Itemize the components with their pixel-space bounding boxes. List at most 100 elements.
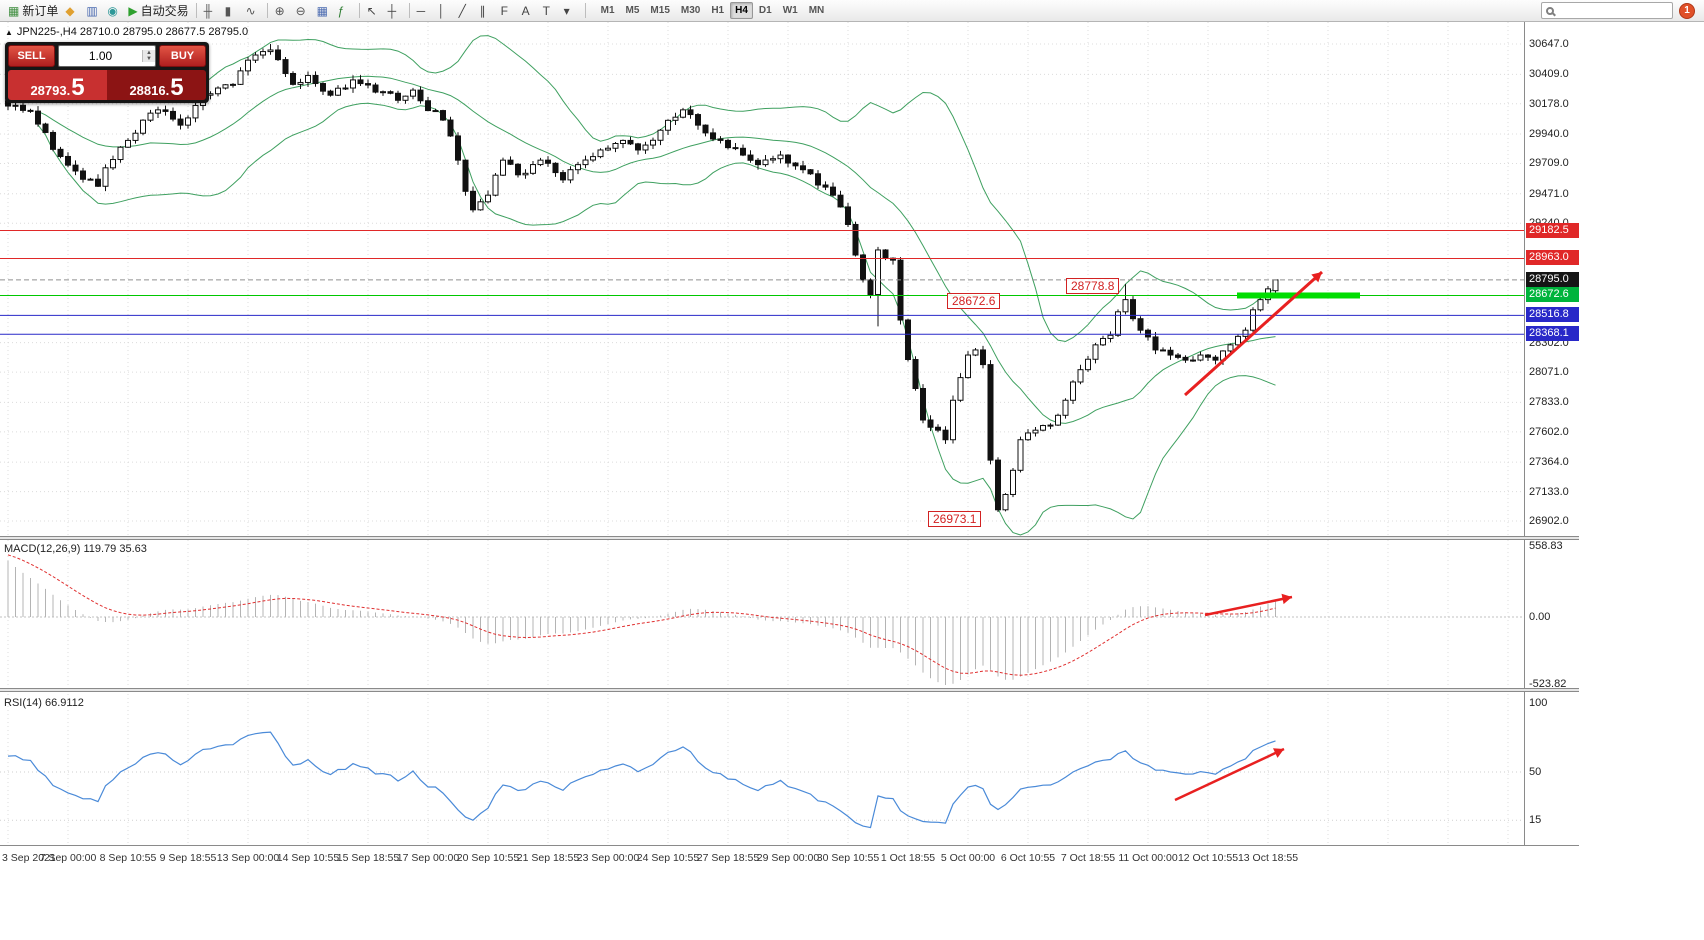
line-chart-mode-icon: ∿ — [245, 3, 256, 18]
vertical-line-button[interactable]: │ — [435, 1, 455, 20]
chart-text-label[interactable]: 26973.1 — [928, 511, 982, 527]
tile-windows-button[interactable]: ▦ — [314, 1, 334, 20]
buy-price[interactable]: 28816. 5 — [107, 70, 206, 100]
new-order-icon: ▦ — [8, 3, 20, 18]
price-tick-label: 26902.0 — [1529, 515, 1569, 527]
auto-trading-label: 自动交易 — [140, 4, 189, 18]
bar-chart-mode-button[interactable]: ╫ — [201, 1, 221, 20]
auto-trading-button[interactable]: ▶ 自动交易 — [125, 1, 191, 20]
time-axis-label: 5 Oct 00:00 — [940, 852, 996, 864]
mql5-market-button[interactable]: ◆ — [62, 1, 82, 20]
timeframe-buttons: M1 M5 M15 M30 H1 H4 D1 W1 MN — [596, 2, 830, 19]
candlestick-chart[interactable] — [0, 22, 1524, 536]
volume-down-button[interactable]: ▼ — [143, 56, 155, 62]
rsi-panel[interactable] — [0, 694, 1524, 845]
price-tick-label: 29709.0 — [1529, 157, 1569, 170]
volume-input[interactable] — [59, 49, 142, 63]
macd-indicator-title: MACD(12,26,9) 119.79 35.63 — [4, 543, 147, 555]
fibonacci-button[interactable]: F — [498, 1, 518, 20]
macd-axis-label: -523.82 — [1529, 677, 1567, 690]
timeframe-m5-button[interactable]: M5 — [621, 2, 645, 19]
community-icon: ◉ — [107, 3, 118, 18]
search-icon — [1546, 6, 1554, 15]
volume-up-button[interactable]: ▲ — [143, 50, 155, 56]
time-axis-label: 7 Oct 18:55 — [1060, 852, 1116, 864]
new-order-button[interactable]: ▦ 新订单 — [5, 1, 61, 20]
price-line-tag: 28516.8 — [1526, 307, 1579, 323]
trendline-icon: ╱ — [458, 3, 466, 18]
macd-panel[interactable] — [0, 540, 1524, 688]
text-button[interactable]: A — [519, 1, 539, 20]
timeframe-w1-button[interactable]: W1 — [778, 2, 803, 19]
macd-axis-label: 0.00 — [1529, 611, 1551, 623]
volume-spinner: ▲ ▼ — [142, 50, 155, 62]
buy-button[interactable]: BUY — [159, 45, 206, 67]
sell-price[interactable]: 28793. 5 — [8, 70, 107, 100]
channel-button[interactable]: ∥ — [477, 1, 497, 20]
rsi-chart[interactable] — [0, 694, 1524, 845]
time-axis-label: 12 Oct 10:55 — [1177, 852, 1239, 864]
timeframe-mn-button[interactable]: MN — [804, 2, 830, 19]
sell-price-main: 28793. — [30, 83, 71, 98]
time-axis-label: 23 Sep 00:00 — [576, 852, 640, 864]
horizontal-line-button[interactable]: ─ — [414, 1, 434, 20]
price-tick-label: 29940.0 — [1529, 128, 1569, 141]
price-line-tag: 29182.5 — [1526, 222, 1579, 238]
trendline-button[interactable]: ╱ — [456, 1, 476, 20]
auto-trading-icon: ▶ — [128, 3, 138, 18]
panel-separator[interactable] — [0, 688, 1579, 692]
timeframe-m1-button[interactable]: M1 — [596, 2, 620, 19]
chart-text-label[interactable]: 28778.8 — [1066, 278, 1120, 294]
time-axis-label: 13 Sep 00:00 — [216, 852, 280, 864]
price-tick-label: 27602.0 — [1529, 425, 1569, 438]
time-axis-label: 7 Sep 00:00 — [39, 852, 97, 864]
chart-window: 30647.0 30409.0 30178.0 29940.0 29709.0 29471… — [0, 22, 1579, 872]
rsi-indicator-title: RSI(14) 66.9112 — [4, 697, 84, 709]
toolbar-separator — [408, 3, 410, 18]
timeframe-d1-button[interactable]: D1 — [754, 2, 777, 19]
search-box[interactable] — [1541, 2, 1673, 19]
line-chart-mode-button[interactable]: ∿ — [243, 1, 263, 20]
cursor-button[interactable]: ↖ — [364, 1, 384, 20]
main-chart-panel[interactable] — [0, 22, 1524, 536]
candlestick-mode-button[interactable]: ▮ — [222, 1, 242, 20]
notification-badge[interactable]: 1 — [1679, 2, 1695, 19]
community-button[interactable]: ◉ — [104, 1, 124, 20]
time-axis-label: 27 Sep 18:55 — [696, 852, 760, 864]
timeframe-m30-button[interactable]: M30 — [676, 2, 705, 19]
timeframe-h1-button[interactable]: H1 — [706, 2, 729, 19]
one-click-toggle-icon[interactable]: ▲ — [5, 27, 13, 37]
crosshair-button[interactable]: ┼ — [385, 1, 405, 20]
macd-chart[interactable] — [0, 540, 1524, 688]
shapes-button[interactable]: ▾ — [561, 1, 581, 20]
time-axis-label: 20 Sep 10:55 — [456, 852, 520, 864]
indicators-button[interactable]: ƒ — [335, 1, 355, 20]
price-axis[interactable]: 30647.0 30409.0 30178.0 29940.0 29709.0 29471… — [1524, 22, 1579, 845]
toolbar-separator — [195, 3, 197, 18]
price-tick-label: 30409.0 — [1529, 68, 1569, 81]
tile-windows-icon: ▦ — [316, 3, 328, 18]
indicators-icon: ƒ — [337, 3, 345, 18]
time-axis-label: 1 Oct 18:55 — [880, 852, 936, 864]
charts-list-button[interactable]: ▥ — [83, 1, 103, 20]
timeframe-m15-button[interactable]: M15 — [645, 2, 674, 19]
volume-stepper[interactable]: ▲ ▼ — [58, 45, 156, 67]
timeframe-h4-button[interactable]: H4 — [730, 2, 753, 19]
sell-button[interactable]: SELL — [8, 45, 55, 67]
time-axis-label: 11 Oct 00:00 — [1118, 852, 1178, 864]
time-axis[interactable]: 3 Sep 2021 7 Sep 00:00 8 Sep 10:55 9 Sep 18… — [0, 845, 1579, 872]
shapes-icon: ▾ — [563, 3, 570, 18]
text-label-button[interactable]: T — [540, 1, 560, 20]
zoom-in-button[interactable]: ⊕ — [272, 1, 292, 20]
sell-price-big-digit: 5 — [71, 74, 85, 100]
symbol-ohlc-text: JPN225-,H4 28710.0 28795.0 28677.5 28795… — [16, 26, 249, 38]
time-axis-label: 3 Sep 2021 — [2, 852, 56, 864]
symbol-info: ▲ JPN225-,H4 28710.0 28795.0 28677.5 287… — [5, 26, 248, 38]
price-tick-label: 30647.0 — [1529, 38, 1569, 50]
price-line-tag: 28672.6 — [1526, 287, 1579, 303]
zoom-out-button[interactable]: ⊖ — [293, 1, 313, 20]
chart-text-label[interactable]: 28672.6 — [947, 293, 1001, 309]
text-icon: A — [521, 3, 530, 18]
search-input[interactable] — [1558, 4, 1658, 17]
panel-separator[interactable] — [0, 536, 1579, 540]
